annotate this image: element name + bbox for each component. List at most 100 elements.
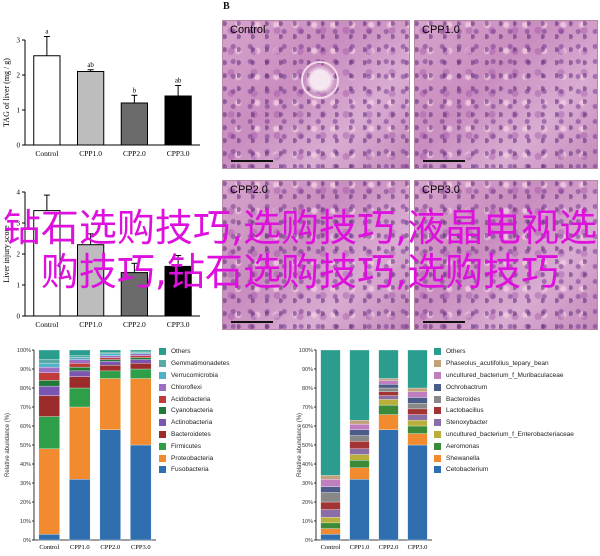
y-tick-label: 30% bbox=[20, 481, 31, 487]
y-tick-label: 50% bbox=[20, 443, 31, 449]
stacked-segment bbox=[69, 359, 91, 364]
central-vein bbox=[293, 53, 347, 107]
stacked-segment bbox=[378, 404, 399, 415]
legend-label: Gemmatimonadetes bbox=[171, 360, 230, 368]
legend-swatch bbox=[434, 360, 441, 368]
micrograph-title: CPP1.0 bbox=[422, 24, 460, 36]
stacked-segment bbox=[99, 353, 121, 356]
x-tick-label: CPP3.0 bbox=[408, 544, 428, 551]
legend-swatch bbox=[159, 454, 166, 462]
y-axis-label: Liver injury score bbox=[2, 225, 11, 283]
x-tick-label: CPP1.0 bbox=[350, 544, 370, 551]
y-tick-label: 1 bbox=[17, 107, 21, 115]
legend-label: Cetobacterium bbox=[446, 466, 489, 474]
y-tick-label: 2 bbox=[17, 251, 21, 259]
legend-item: Lactobacillus bbox=[434, 405, 574, 417]
legend-item: Cyanobacteria bbox=[159, 405, 230, 417]
stacked-segment bbox=[130, 368, 152, 379]
stacked-segment bbox=[407, 387, 428, 392]
legend-item: Stenoxybacter bbox=[434, 417, 574, 429]
legend-item: Gemmatimonadetes bbox=[159, 358, 230, 370]
stacked-segment bbox=[320, 486, 341, 493]
stacked-segment bbox=[378, 387, 399, 392]
stacked-segment bbox=[407, 433, 428, 446]
bar bbox=[33, 55, 61, 146]
x-tick-label: Control bbox=[35, 149, 58, 158]
stacked-segment bbox=[320, 509, 341, 518]
stacked-segment bbox=[378, 429, 399, 541]
significance-label: b bbox=[133, 86, 137, 94]
legend-swatch bbox=[159, 442, 166, 450]
legend-swatch bbox=[159, 430, 166, 438]
y-axis-label: TAG of liver (mg / g) bbox=[2, 58, 11, 127]
legend-swatch bbox=[434, 383, 441, 391]
y-tick-label: 0 bbox=[17, 142, 21, 150]
y-tick-label: 1 bbox=[17, 282, 21, 290]
stacked-segment bbox=[130, 378, 152, 446]
legend-label: Stenoxybacter bbox=[446, 419, 488, 427]
stacked-segment bbox=[38, 385, 60, 396]
significance-label: ab bbox=[87, 61, 94, 69]
y-tick-label: 10% bbox=[20, 519, 31, 525]
x-tick-label: CPP2.0 bbox=[379, 544, 399, 551]
stacked-segment bbox=[378, 378, 399, 381]
legend-item: Others bbox=[434, 346, 574, 358]
significance-label: ab bbox=[175, 77, 182, 85]
significance-label: a bbox=[45, 28, 49, 36]
stacked-segment bbox=[99, 361, 121, 366]
stacked-segment bbox=[378, 414, 399, 430]
stacked-segment bbox=[99, 429, 121, 541]
legend-label: Cyanobacteria bbox=[171, 407, 213, 415]
y-tick-label: 40% bbox=[20, 462, 31, 468]
stacked-segment bbox=[130, 444, 152, 541]
legend-swatch bbox=[159, 407, 166, 415]
stacked-segment bbox=[378, 391, 399, 396]
stacked-segment bbox=[99, 359, 121, 362]
y-tick-label: 0% bbox=[23, 538, 31, 544]
legend-label: Verrucomicrobia bbox=[171, 371, 218, 379]
legend-swatch bbox=[159, 419, 166, 427]
x-tick-label: CPP3.0 bbox=[167, 320, 190, 329]
stacked-segment bbox=[407, 349, 428, 389]
micrograph-cpp3: CPP3.0 bbox=[414, 180, 598, 330]
bar bbox=[120, 102, 148, 146]
stacked-segment bbox=[320, 475, 341, 480]
micrograph-title: CPP2.0 bbox=[230, 184, 268, 196]
y-axis-label: Relative abundance (%) bbox=[5, 413, 11, 477]
stacked-segment bbox=[349, 349, 370, 421]
legend-label: Others bbox=[446, 348, 466, 356]
legend-label: Proteobacteria bbox=[171, 454, 214, 462]
legend-label: Chloroflexi bbox=[171, 383, 202, 391]
legend-swatch bbox=[159, 348, 166, 356]
stacked-segment bbox=[38, 359, 60, 364]
y-tick-label: 60% bbox=[20, 424, 31, 430]
y-tick-label: 70% bbox=[302, 405, 313, 411]
y-tick-label: 10% bbox=[302, 519, 313, 525]
stacked-segment bbox=[99, 355, 121, 358]
stacked-segment bbox=[69, 349, 91, 356]
legend-item: Cetobacterium bbox=[434, 464, 574, 476]
stacked-segment bbox=[69, 479, 91, 541]
stacked-segment bbox=[69, 366, 91, 372]
legend-label: Phaseolus_acutifolius_tepary_bean bbox=[446, 360, 549, 368]
stacked-segment bbox=[349, 420, 370, 425]
legend-item: Chloroflexi bbox=[159, 381, 230, 393]
stacked-segment bbox=[99, 370, 121, 379]
legend-item: uncultured_bacterium_f_Enterobacteriacea… bbox=[434, 429, 574, 441]
stacked-segment bbox=[378, 384, 399, 389]
stacked-segment bbox=[378, 380, 399, 385]
legend-item: Fusobacteria bbox=[159, 464, 230, 476]
stacked-segment bbox=[320, 479, 341, 487]
panel-label-b: B bbox=[223, 1, 230, 12]
stacked-segment bbox=[69, 363, 91, 368]
scale-bar bbox=[423, 321, 465, 323]
stacked-segment bbox=[99, 349, 121, 353]
micrograph-title: CPP3.0 bbox=[422, 184, 460, 196]
stacked-segment bbox=[349, 441, 370, 449]
legend-swatch bbox=[434, 371, 441, 379]
legend-item: Others bbox=[159, 346, 230, 358]
tag-bar-chart: 0 1 2 3 TAG of liver (mg / g) a Control ab CPP1.… bbox=[2, 28, 200, 158]
legend-item: Proteobacteria bbox=[159, 452, 230, 464]
stacked-segment bbox=[407, 444, 428, 541]
stacked-segment bbox=[69, 370, 91, 377]
